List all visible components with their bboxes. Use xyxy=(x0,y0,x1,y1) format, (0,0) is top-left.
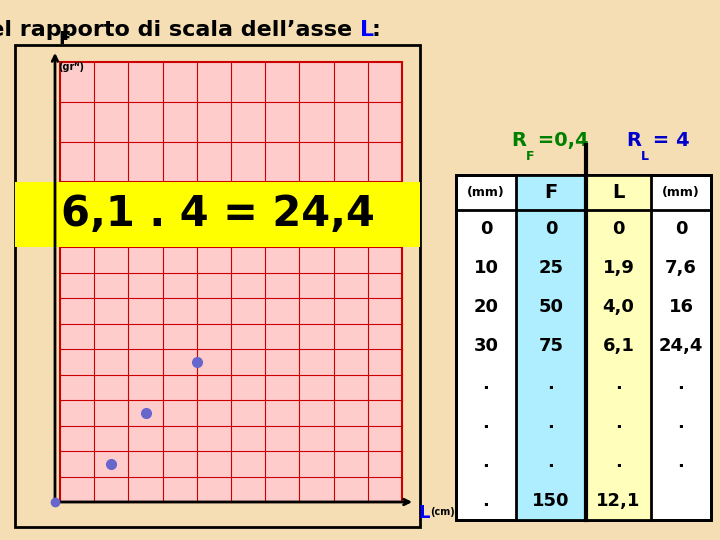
Text: 0: 0 xyxy=(545,220,557,238)
Text: .: . xyxy=(678,453,685,471)
Text: .: . xyxy=(615,453,622,471)
Text: .: . xyxy=(548,414,554,432)
Text: 30: 30 xyxy=(474,336,498,355)
Text: 7,6: 7,6 xyxy=(665,259,697,277)
Bar xyxy=(456,175,711,520)
Text: 0: 0 xyxy=(480,220,492,238)
Text: 24,4: 24,4 xyxy=(659,336,703,355)
Text: 150: 150 xyxy=(532,491,570,510)
Text: 16: 16 xyxy=(668,298,693,316)
Text: 6,1: 6,1 xyxy=(603,336,634,355)
Text: =0,4: =0,4 xyxy=(531,131,589,150)
Text: 0: 0 xyxy=(675,220,688,238)
Bar xyxy=(516,175,586,520)
Text: Calcolo del rapporto di scala dell’asse: Calcolo del rapporto di scala dell’asse xyxy=(0,20,360,40)
Text: (mm): (mm) xyxy=(467,186,505,199)
Bar xyxy=(456,175,711,520)
Bar xyxy=(60,62,402,182)
Text: .: . xyxy=(482,491,490,510)
Text: R: R xyxy=(626,131,641,150)
Text: = 4: = 4 xyxy=(646,131,690,150)
Text: 25: 25 xyxy=(539,259,564,277)
Text: 75: 75 xyxy=(539,336,564,355)
Text: L: L xyxy=(360,20,374,40)
Text: .: . xyxy=(615,375,622,393)
Text: 10: 10 xyxy=(474,259,498,277)
Text: 4,0: 4,0 xyxy=(603,298,634,316)
Text: 6,1 . 4 = 24,4: 6,1 . 4 = 24,4 xyxy=(60,193,374,235)
Text: F: F xyxy=(58,30,71,48)
Text: 0: 0 xyxy=(612,220,625,238)
Text: :: : xyxy=(372,20,381,40)
Text: .: . xyxy=(678,375,685,393)
Text: (grᴺ): (grᴺ) xyxy=(58,62,84,72)
Text: 20: 20 xyxy=(474,298,498,316)
Text: .: . xyxy=(482,414,490,432)
Text: L: L xyxy=(641,150,649,163)
Bar xyxy=(15,45,420,527)
Text: (mm): (mm) xyxy=(662,186,700,199)
Bar xyxy=(60,247,402,502)
Bar xyxy=(586,175,651,520)
Bar xyxy=(15,182,420,247)
Text: L: L xyxy=(612,183,625,202)
Text: 1,9: 1,9 xyxy=(603,259,634,277)
Text: L: L xyxy=(418,504,429,522)
Text: .: . xyxy=(548,453,554,471)
Text: .: . xyxy=(678,414,685,432)
Text: .: . xyxy=(482,453,490,471)
Text: F: F xyxy=(526,150,534,163)
Text: 12,1: 12,1 xyxy=(596,491,641,510)
Text: .: . xyxy=(615,414,622,432)
Text: R: R xyxy=(511,131,526,150)
Text: (cm): (cm) xyxy=(430,507,455,517)
Text: .: . xyxy=(548,375,554,393)
Text: 50: 50 xyxy=(539,298,564,316)
Text: F: F xyxy=(544,183,557,202)
Text: .: . xyxy=(482,375,490,393)
